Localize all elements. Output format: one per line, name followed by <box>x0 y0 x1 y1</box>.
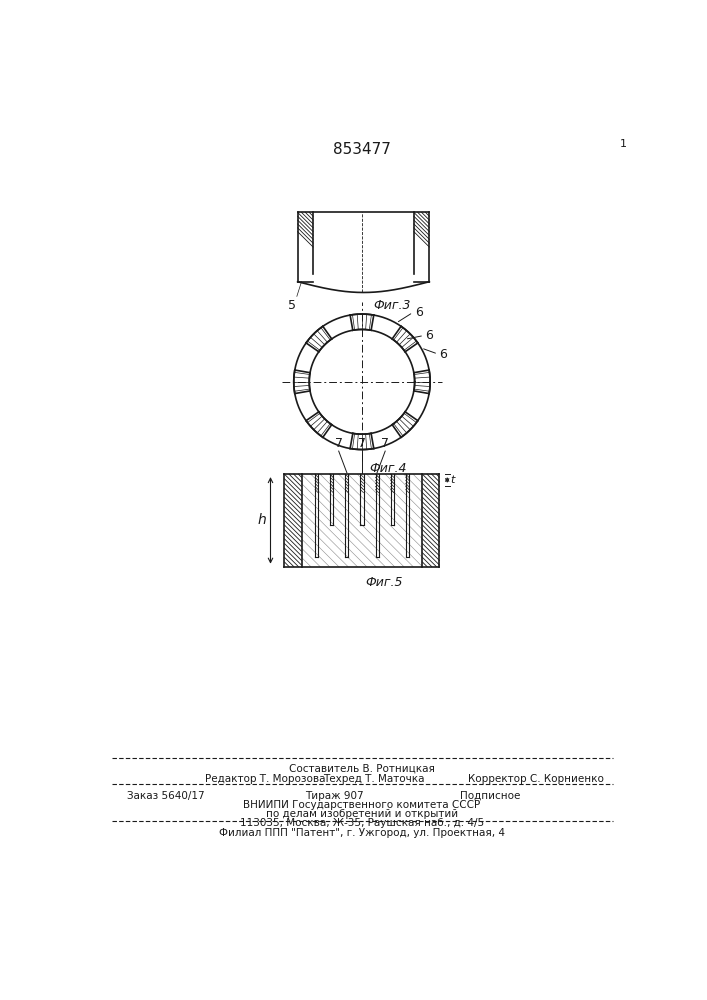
Text: Фиг.5: Фиг.5 <box>366 576 403 589</box>
Text: Фиг.4: Фиг.4 <box>370 462 407 475</box>
Text: 6: 6 <box>414 306 423 319</box>
Text: Фиг.3: Фиг.3 <box>373 299 411 312</box>
Text: t: t <box>450 475 455 485</box>
Text: Подписное: Подписное <box>460 791 521 801</box>
Text: 7: 7 <box>358 437 366 450</box>
Text: h: h <box>258 513 267 527</box>
Text: 5: 5 <box>288 299 296 312</box>
Text: 1: 1 <box>620 139 627 149</box>
Text: Тираж 907: Тираж 907 <box>305 791 364 801</box>
Text: Корректор С. Корниенко: Корректор С. Корниенко <box>468 774 604 784</box>
Text: Филиал ППП "Патент", г. Ужгород, ул. Проектная, 4: Филиал ППП "Патент", г. Ужгород, ул. Про… <box>219 828 505 838</box>
Text: 7: 7 <box>334 437 343 450</box>
Text: Составитель В. Ротницкая: Составитель В. Ротницкая <box>289 764 435 774</box>
Text: 7: 7 <box>381 437 389 450</box>
Text: 6: 6 <box>426 329 433 342</box>
Text: Техред Т. Маточка: Техред Т. Маточка <box>323 774 425 784</box>
Text: по делам изобретений и открытий: по делам изобретений и открытий <box>266 809 458 819</box>
Text: 113035, Москва, Ж-35, Раушская наб., д. 4/5: 113035, Москва, Ж-35, Раушская наб., д. … <box>240 818 484 828</box>
Text: ВНИИПИ Государственного комитета СССР: ВНИИПИ Государственного комитета СССР <box>243 800 481 810</box>
Text: 853477: 853477 <box>333 142 391 157</box>
Text: 6: 6 <box>440 348 448 361</box>
Text: Заказ 5640/17: Заказ 5640/17 <box>127 791 205 801</box>
Text: Редактор Т. Морозова: Редактор Т. Морозова <box>204 774 325 784</box>
